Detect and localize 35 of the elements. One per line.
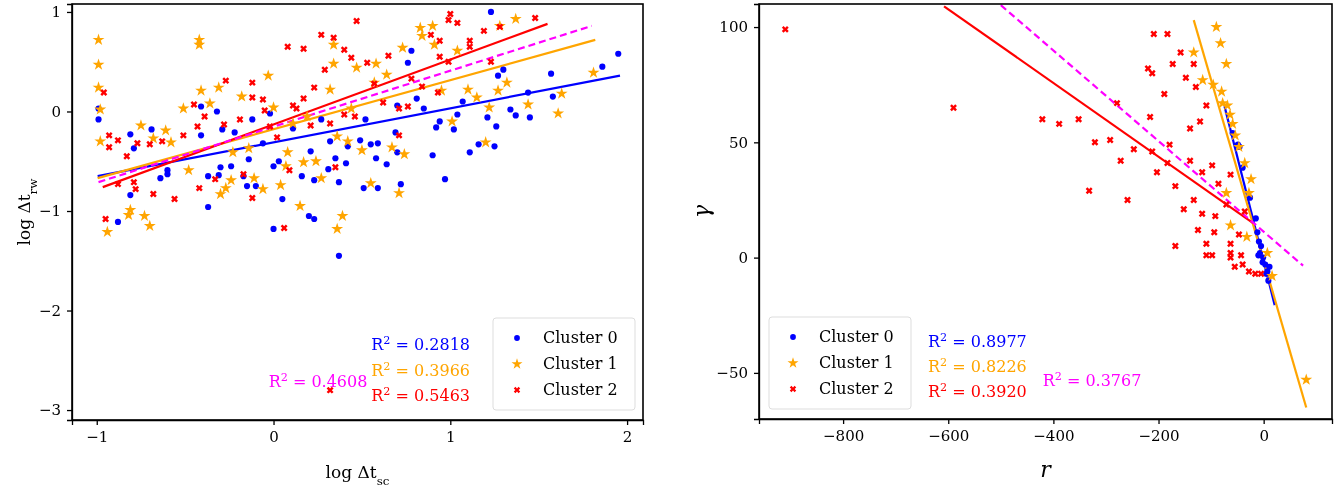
annotation: R$^{2}$ = 0.8226 — [928, 355, 1027, 376]
y-tick-label: 1 — [51, 3, 61, 22]
legend-label: Cluster 2 — [543, 380, 618, 399]
legend-label: Cluster 0 — [543, 328, 618, 347]
x-tick-label: −1 — [86, 427, 109, 446]
y-tick-label: 100 — [719, 18, 748, 37]
annotation: R$^{2}$ = 0.3920 — [928, 380, 1027, 401]
annotation: R$^{2}$ = 0.5463 — [371, 384, 470, 405]
y-tick-label: −50 — [716, 364, 748, 383]
legend-label: Cluster 2 — [819, 379, 894, 398]
annotation: R$^{2}$ = 0.3966 — [371, 359, 470, 380]
y-tick-label: 50 — [728, 133, 748, 152]
y-tick-label: 0 — [51, 102, 61, 121]
legend-label: Cluster 1 — [819, 353, 894, 372]
annotation: R$^{2}$ = 0.3767 — [1042, 369, 1142, 390]
y-tick-label: −3 — [38, 401, 61, 420]
x-tick-label: 0 — [269, 427, 279, 446]
annotation: R$^{2}$ = 0.2818 — [371, 333, 470, 354]
x-tick-label: −800 — [823, 426, 865, 445]
x-tick-label: −600 — [928, 426, 970, 445]
y-tick-label: 0 — [738, 248, 748, 267]
x-tick-label: 2 — [622, 427, 633, 446]
x-tick-label: 1 — [446, 427, 456, 446]
y-tick-label: −1 — [38, 202, 61, 221]
annotation: R$^{2}$ = 0.8977 — [928, 330, 1027, 351]
x-axis-title: log Δt$_{sc}$ — [325, 462, 390, 488]
x-tick-label: −400 — [1033, 426, 1075, 445]
legend-label: Cluster 1 — [543, 354, 618, 373]
x-tick-label: 0 — [1259, 426, 1269, 445]
x-tick-label: −200 — [1138, 426, 1180, 445]
annotation: R$^{2}$ = 0.4608 — [268, 370, 368, 391]
y-axis-title: γ — [689, 204, 714, 219]
x-axis-title: r — [1040, 457, 1053, 482]
legend-label: Cluster 0 — [819, 327, 894, 346]
y-tick-label: −2 — [38, 301, 61, 320]
